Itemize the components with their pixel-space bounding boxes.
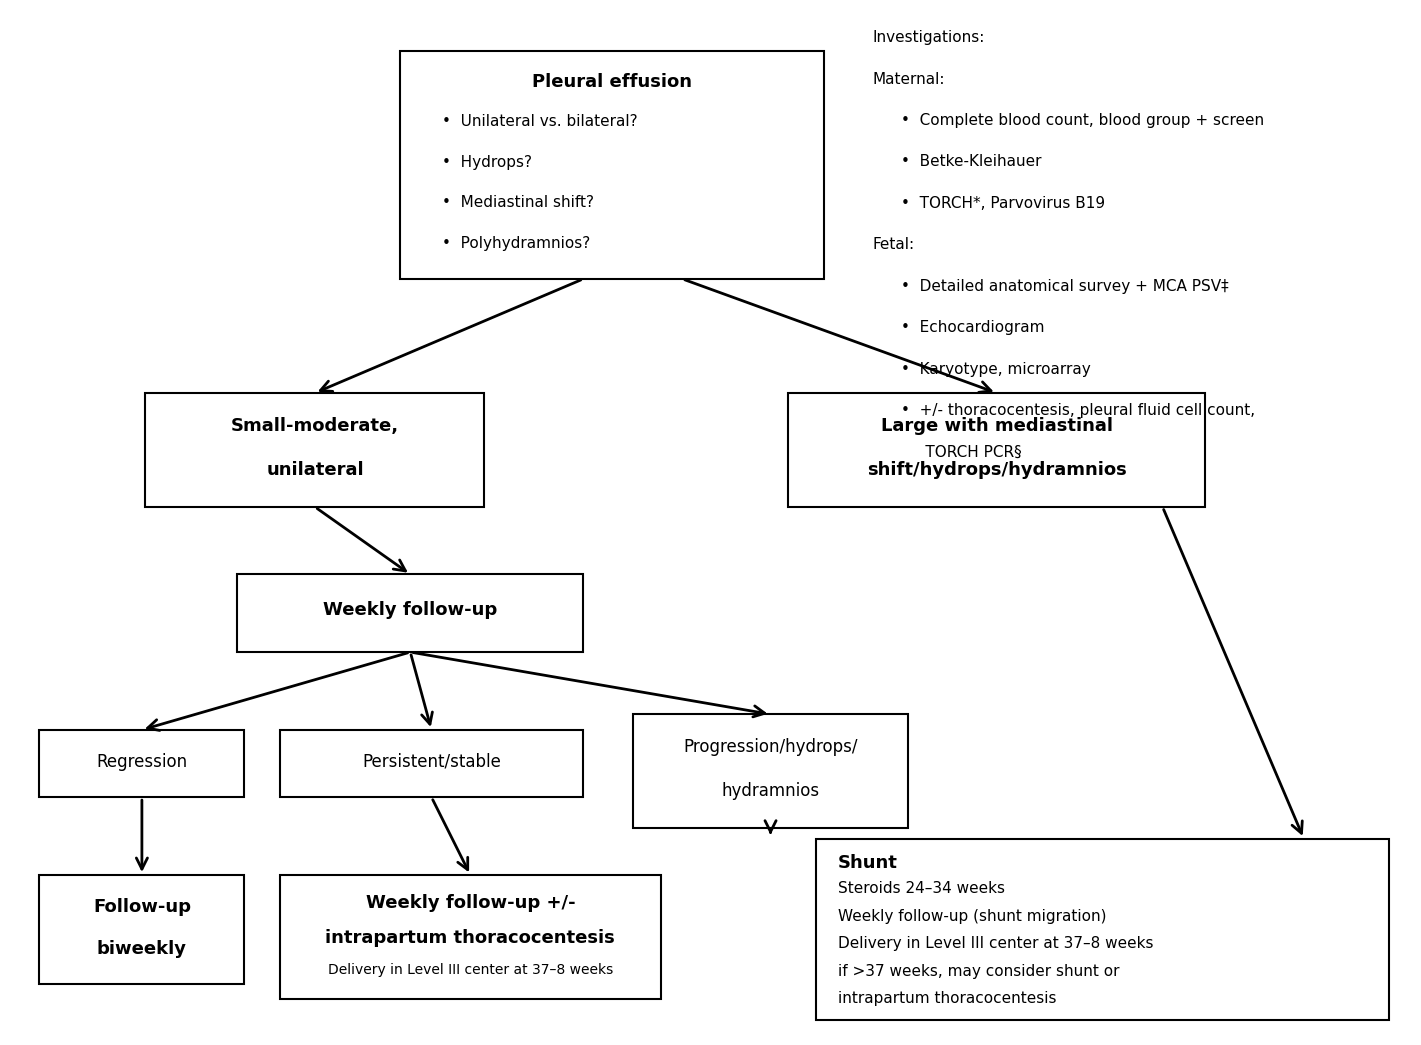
Text: Small-moderate,: Small-moderate,: [230, 417, 399, 435]
FancyBboxPatch shape: [632, 715, 908, 829]
Text: Steroids 24–34 weeks: Steroids 24–34 weeks: [837, 881, 1005, 897]
Text: intrapartum thoracocentesis: intrapartum thoracocentesis: [325, 929, 615, 947]
FancyBboxPatch shape: [145, 393, 485, 507]
Text: Shunt: Shunt: [837, 854, 898, 872]
Text: •  Hydrops?: • Hydrops?: [442, 155, 531, 169]
Text: Delivery in Level III center at 37–8 weeks: Delivery in Level III center at 37–8 wee…: [328, 963, 612, 977]
FancyBboxPatch shape: [280, 875, 661, 999]
Text: Weekly follow-up: Weekly follow-up: [323, 601, 497, 619]
Text: •  Karyotype, microarray: • Karyotype, microarray: [901, 362, 1091, 377]
Text: •  Betke-Kleihauer: • Betke-Kleihauer: [901, 155, 1042, 169]
FancyBboxPatch shape: [40, 729, 244, 797]
Text: Maternal:: Maternal:: [872, 71, 945, 87]
Text: •  Complete blood count, blood group + screen: • Complete blood count, blood group + sc…: [901, 113, 1265, 129]
Text: TORCH PCR§: TORCH PCR§: [901, 445, 1022, 460]
Text: Investigations:: Investigations:: [872, 30, 985, 45]
Text: •  Mediastinal shift?: • Mediastinal shift?: [442, 195, 594, 210]
Text: •  TORCH*, Parvovirus B19: • TORCH*, Parvovirus B19: [901, 196, 1106, 211]
FancyBboxPatch shape: [280, 729, 584, 797]
Text: Pleural effusion: Pleural effusion: [531, 73, 692, 91]
Text: •  Echocardiogram: • Echocardiogram: [901, 321, 1044, 335]
Text: Large with mediastinal: Large with mediastinal: [881, 417, 1113, 435]
Text: Fetal:: Fetal:: [872, 237, 915, 253]
Text: shift/hydrops/hydramnios: shift/hydrops/hydramnios: [867, 461, 1127, 479]
Text: •  Unilateral vs. bilateral?: • Unilateral vs. bilateral?: [442, 114, 638, 129]
Text: •  Polyhydramnios?: • Polyhydramnios?: [442, 236, 590, 251]
FancyBboxPatch shape: [789, 393, 1205, 507]
Text: •  +/- thoracocentesis, pleural fluid cell count,: • +/- thoracocentesis, pleural fluid cel…: [901, 403, 1255, 418]
Text: Weekly follow-up (shunt migration): Weekly follow-up (shunt migration): [837, 909, 1106, 924]
Text: Regression: Regression: [97, 753, 188, 771]
Text: unilateral: unilateral: [266, 461, 364, 479]
FancyBboxPatch shape: [817, 839, 1388, 1020]
Text: Follow-up: Follow-up: [92, 898, 190, 916]
Text: •  Detailed anatomical survey + MCA PSV‡: • Detailed anatomical survey + MCA PSV‡: [901, 279, 1229, 294]
Text: if >37 weeks, may consider shunt or: if >37 weeks, may consider shunt or: [837, 963, 1120, 979]
Text: biweekly: biweekly: [97, 939, 188, 958]
Text: intrapartum thoracocentesis: intrapartum thoracocentesis: [837, 992, 1056, 1006]
FancyBboxPatch shape: [399, 51, 824, 279]
FancyBboxPatch shape: [40, 875, 244, 983]
Text: Weekly follow-up +/-: Weekly follow-up +/-: [365, 893, 576, 912]
Text: Progression/hydrops/: Progression/hydrops/: [684, 739, 858, 757]
FancyBboxPatch shape: [237, 575, 584, 652]
Text: Persistent/stable: Persistent/stable: [362, 753, 502, 771]
Text: Delivery in Level III center at 37–8 weeks: Delivery in Level III center at 37–8 wee…: [837, 936, 1152, 951]
Text: hydramnios: hydramnios: [722, 783, 820, 800]
